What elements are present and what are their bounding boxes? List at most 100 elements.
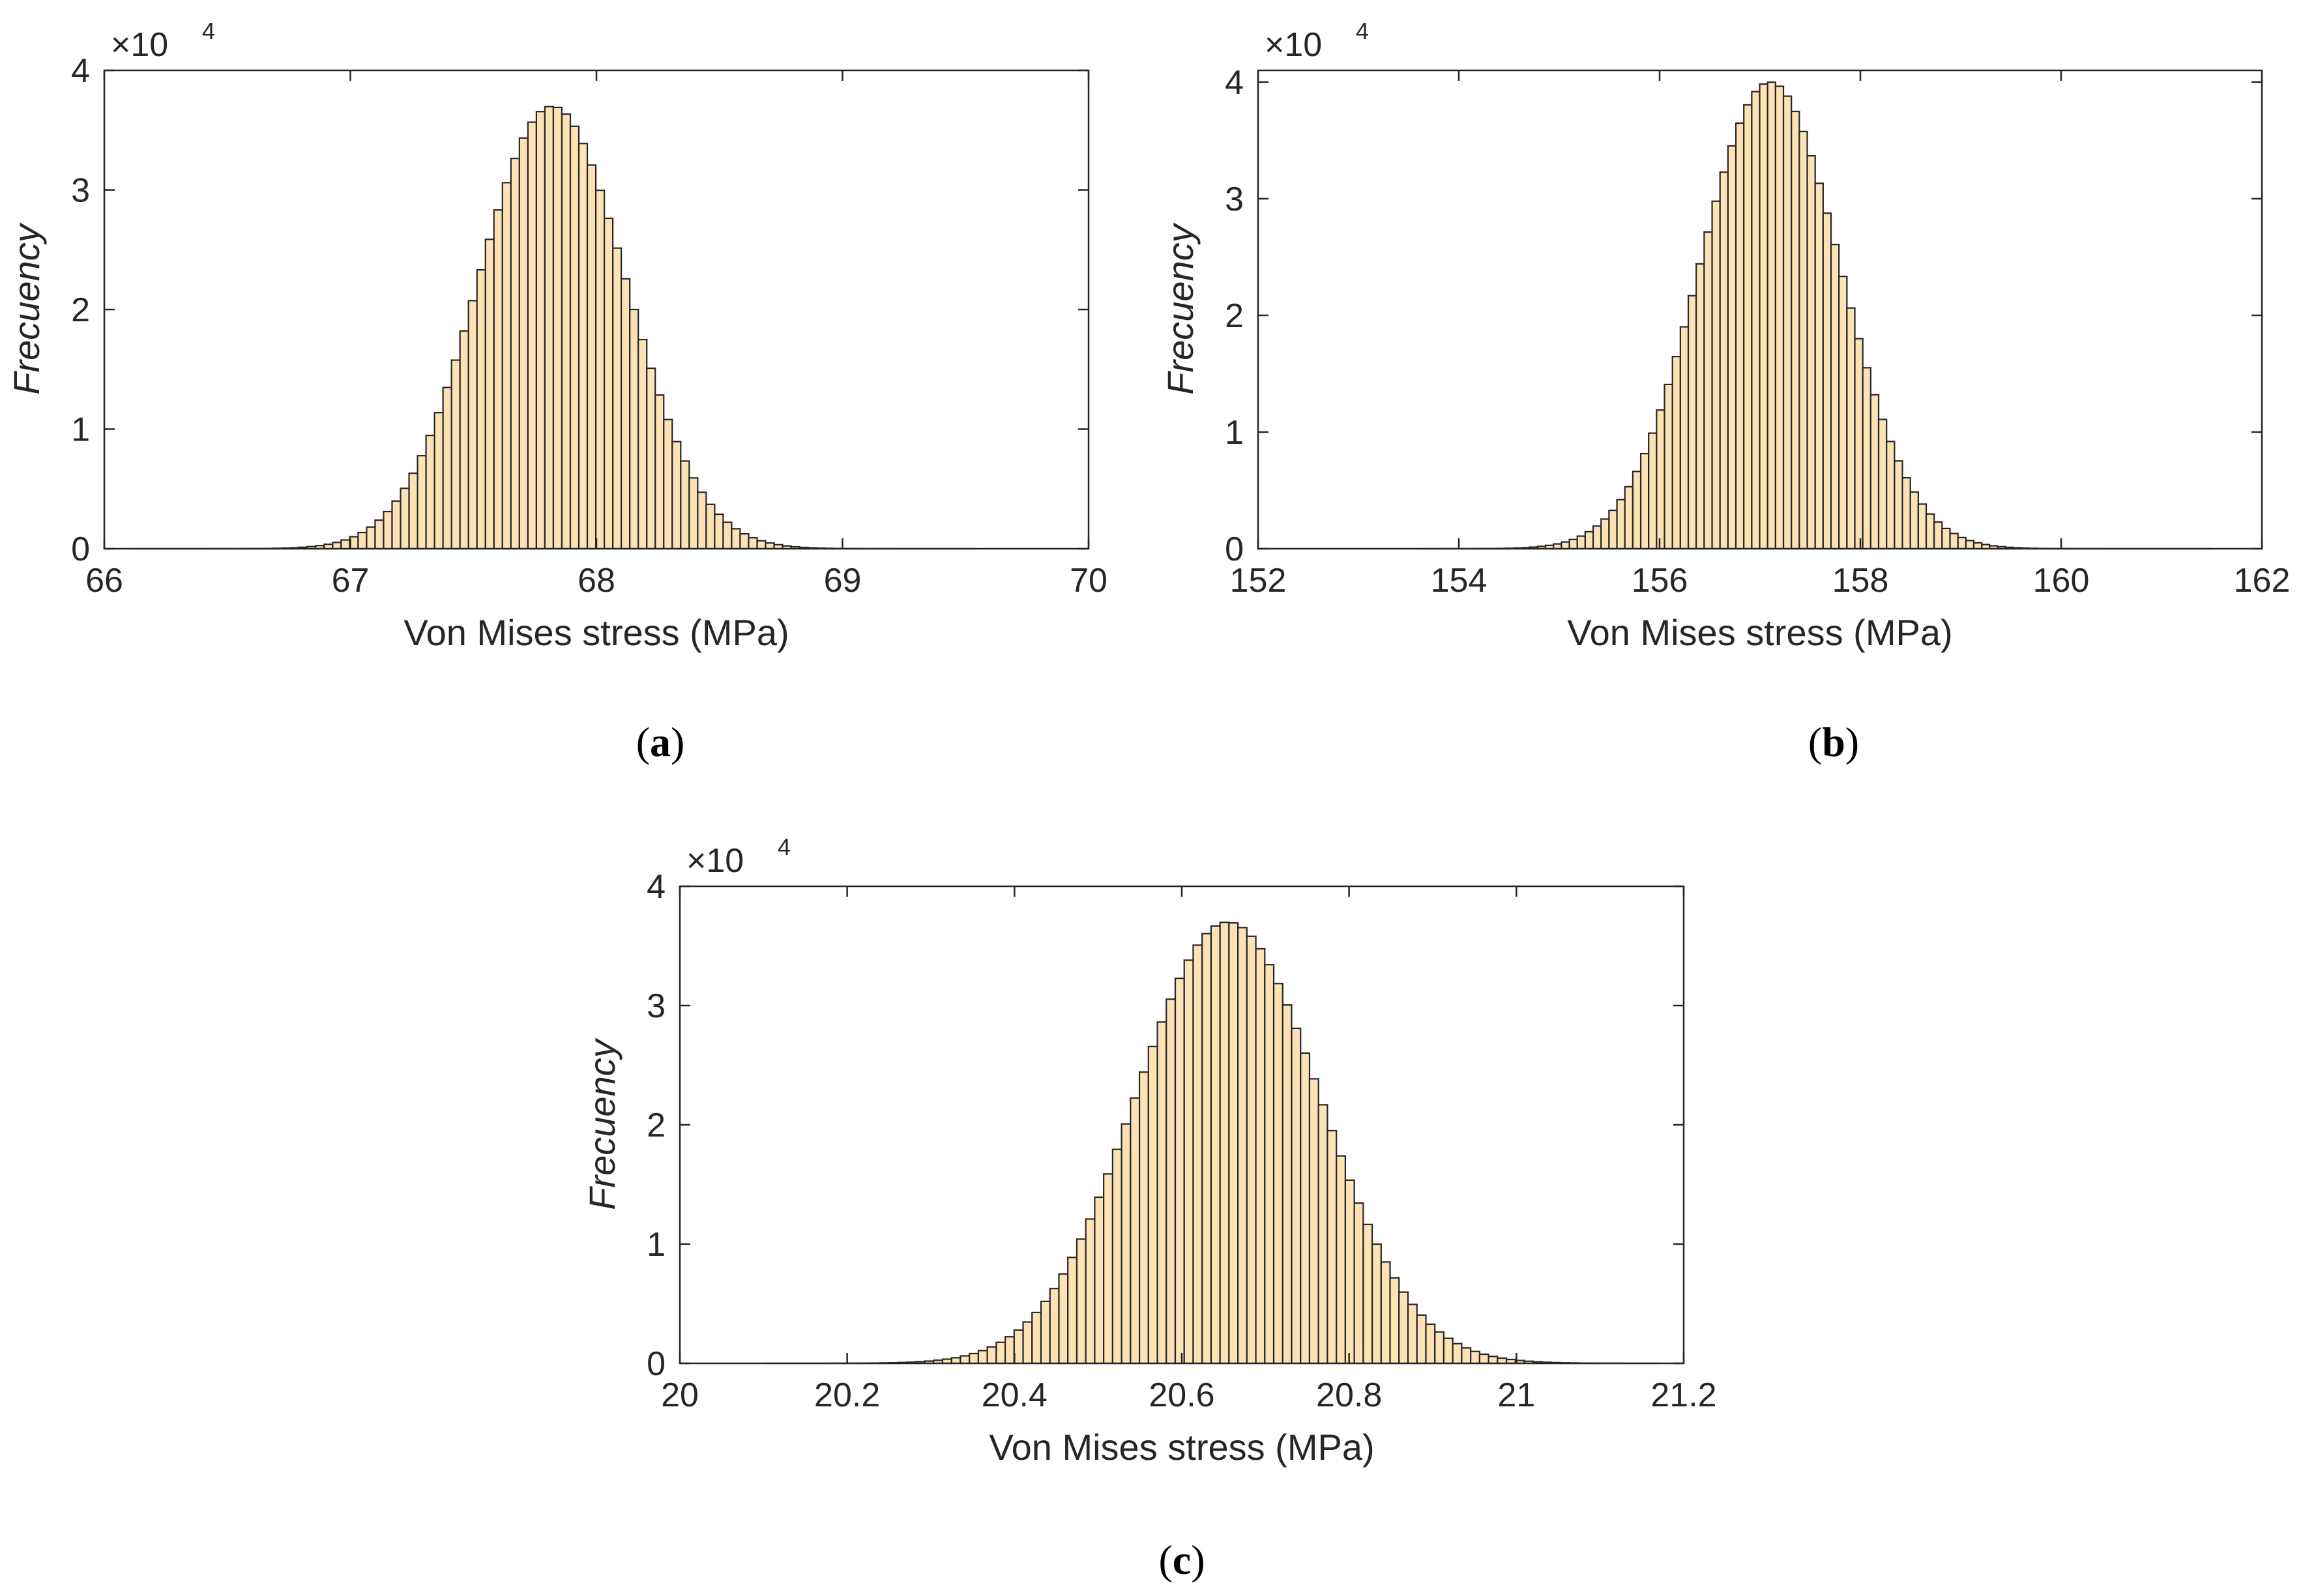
y-exponent-base: ×10: [1265, 26, 1322, 64]
y-tick-label: 3: [1225, 181, 1244, 218]
histogram-bar: [1156, 1021, 1167, 1365]
x-tick-label: 154: [1431, 562, 1488, 600]
histogram-bar: [714, 513, 724, 550]
histogram-bar: [1389, 1277, 1400, 1365]
histogram-bar: [1766, 81, 1776, 550]
histogram-bar: [518, 137, 529, 550]
histogram-bar: [986, 1346, 997, 1365]
histogram-bar: [1237, 927, 1248, 1365]
histogram-bar: [1949, 532, 1959, 550]
histogram-bar: [1165, 998, 1177, 1365]
y-exponent: ×10 4: [686, 834, 791, 880]
histogram-bar: [1443, 1337, 1454, 1365]
histogram-bar: [1806, 154, 1816, 550]
histogram-bar: [1719, 171, 1729, 550]
y-axis-label: Frecuency: [581, 1037, 623, 1210]
histogram-bar: [484, 239, 495, 550]
y-exponent-base: ×10: [686, 842, 744, 880]
x-tick-label: 67: [332, 562, 370, 600]
histogram-bar: [510, 157, 520, 550]
panel-letter: a: [650, 719, 671, 765]
histogram-bar: [366, 526, 376, 550]
axes-box: [1257, 69, 2263, 550]
histogram-bar: [400, 487, 410, 550]
histogram-bar: [1965, 540, 1975, 550]
histogram-bar: [493, 209, 503, 550]
histogram-bar: [1040, 1300, 1051, 1365]
histogram-bar: [1398, 1291, 1409, 1365]
histogram-bar: [1353, 1202, 1364, 1365]
histogram-bar: [663, 418, 673, 550]
histogram-bar: [442, 386, 452, 550]
histogram-bar: [578, 143, 589, 550]
histogram-bar: [1255, 948, 1266, 1365]
histogram-bar: [1183, 959, 1194, 1365]
histogram-bar: [1272, 983, 1283, 1365]
histogram-bar: [1909, 491, 1919, 550]
histogram-bar: [1830, 244, 1840, 550]
panel-label: (c): [1158, 1537, 1205, 1583]
histogram-bar: [1478, 1353, 1489, 1365]
histogram-bar: [646, 367, 656, 550]
histogram-bars: [128, 106, 979, 550]
histogram-bar: [1004, 1336, 1015, 1365]
histogram-bar: [1076, 1238, 1087, 1365]
histogram-bar: [1291, 1027, 1302, 1365]
histogram-bar: [1854, 338, 1864, 550]
histogram-bar: [1300, 1052, 1311, 1365]
histogram-bar: [1735, 122, 1745, 550]
histogram-bar: [1561, 541, 1570, 550]
histogram-bar: [391, 500, 402, 550]
histogram-bar: [1917, 503, 1928, 550]
x-axis-label: Von Mises stress (MPa): [403, 612, 789, 653]
panel-label: (b): [1808, 719, 1859, 765]
histogram-bar: [1925, 513, 1935, 550]
x-tick-label: 69: [824, 562, 862, 600]
histogram-bar: [680, 460, 690, 550]
histogram-bar: [1121, 1123, 1132, 1365]
histogram-bars: [763, 921, 1660, 1365]
histogram-bar: [654, 394, 665, 550]
y-axis-label: Frecuency: [1160, 222, 1201, 394]
histogram-bar: [977, 1350, 988, 1365]
x-tick-label: 70: [1070, 562, 1107, 600]
x-tick-label: 20.4: [982, 1376, 1048, 1414]
histogram-bar: [1461, 1347, 1472, 1365]
x-tick-label: 20.2: [814, 1376, 880, 1414]
histogram-bar: [1671, 356, 1681, 550]
chart-a: 66 67 68 69 70 0 1 2 3 4 ×10 4 Von Mises stress (MPa…: [6, 18, 1107, 765]
histogram-bar: [1488, 1356, 1499, 1365]
histogram-bar: [638, 338, 648, 550]
histogram-bar: [1894, 460, 1903, 550]
y-tick-label: 1: [647, 1226, 666, 1264]
y-tick-label: 2: [1225, 297, 1244, 335]
x-tick-label: 20.6: [1149, 1376, 1214, 1414]
histogram-bar: [1679, 326, 1690, 550]
histogram-bars: [1418, 81, 2213, 550]
histogram-bar: [995, 1341, 1006, 1365]
y-exponent-power: 4: [1356, 18, 1369, 44]
histogram-bar: [586, 164, 597, 550]
histogram-bar: [552, 106, 563, 550]
x-tick-label: 21.2: [1650, 1376, 1716, 1414]
histogram-bar: [1624, 486, 1634, 550]
histogram-bar: [408, 472, 418, 550]
histogram-bar: [1759, 83, 1768, 550]
x-tick-label: 158: [1832, 562, 1889, 600]
histogram-bar: [1210, 925, 1221, 1365]
histogram-bar: [1192, 944, 1203, 1365]
histogram-bar: [1886, 441, 1896, 550]
x-axis-label: Von Mises stress (MPa): [1567, 612, 1952, 653]
histogram-bar: [1568, 538, 1578, 550]
y-tick-label: 4: [647, 868, 666, 906]
y-exponent-base: ×10: [111, 26, 168, 64]
histogram-bar: [1327, 1129, 1338, 1365]
x-tick-label: 21: [1497, 1376, 1535, 1414]
histogram-bar: [1616, 499, 1626, 550]
histogram-bar: [1695, 263, 1705, 550]
y-exponent-power: 4: [202, 18, 215, 44]
y-tick-label: 0: [71, 530, 90, 568]
histogram-bar: [459, 330, 469, 550]
histogram-bar: [357, 531, 368, 550]
histogram-bar: [561, 113, 572, 550]
